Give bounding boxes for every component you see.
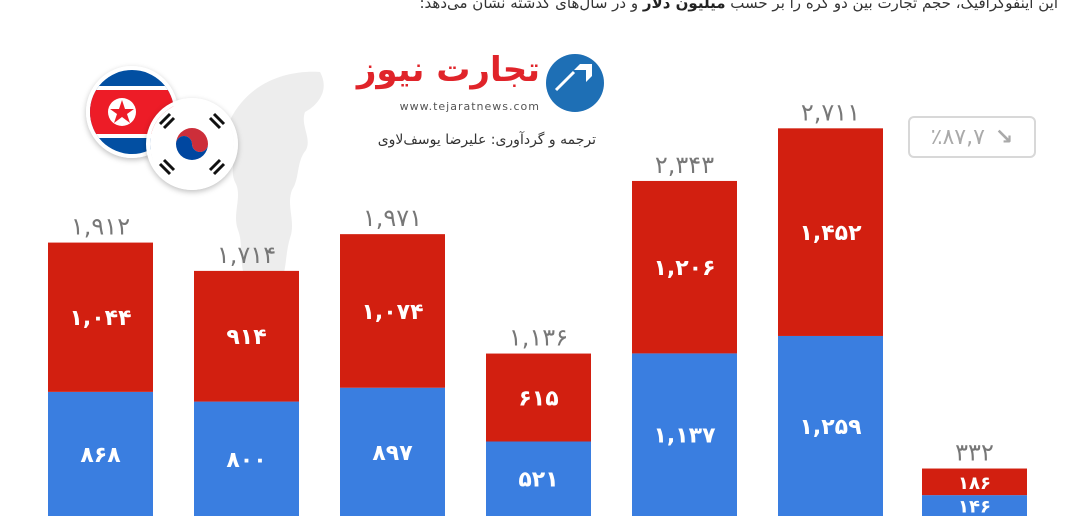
bar-segment-blue-3 — [486, 441, 591, 516]
bar-value-label-red-4: ۱,۲۰۶ — [653, 256, 715, 281]
intro-text: این اینفوگرافیک، حجم تجارت بین دو کره را… — [18, 0, 1058, 12]
bar-total-label-2: ۱,۹۷۱ — [363, 204, 422, 232]
bar-segment-blue-5 — [778, 335, 883, 516]
intro-part2: و در سال‌های گذشته نشان می‌دهد: — [419, 0, 639, 12]
change-badge: ٪۸۷,۷ ↘ — [908, 116, 1036, 158]
bar-value-label-red-6: ۱۸۶ — [958, 473, 991, 494]
bar-segment-red-0 — [48, 242, 153, 392]
korea-map-silhouette — [230, 71, 324, 295]
arrow-down-right-icon: ↘ — [994, 124, 1014, 150]
bar-value-label-blue-3: ۵۲۱ — [518, 468, 558, 493]
bar-value-label-red-5: ۱,۴۵۲ — [799, 221, 862, 246]
bar-value-label-red-3: ۶۱۵ — [518, 387, 558, 412]
bar-value-label-red-1: ۹۱۴ — [226, 325, 266, 350]
south-korea-flag-icon — [146, 98, 238, 190]
bar-value-label-red-0: ۱,۰۴۴ — [69, 306, 131, 331]
bar-value-label-blue-6: ۱۴۶ — [958, 497, 991, 516]
bar-segment-blue-1 — [194, 401, 299, 516]
tejaratnews-logo: تجارت نیوز www.tejaratnews.com ترجمه و گ… — [357, 50, 608, 160]
change-percent: ٪۸۷,۷ — [930, 124, 985, 150]
credit-line: ترجمه و گردآوری: علیرضا یوسف‌لاوی — [377, 132, 596, 148]
bar-total-label-1: ۱,۷۱۴ — [217, 241, 276, 269]
bar-value-label-red-2: ۱,۰۷۴ — [361, 300, 423, 325]
bar-segment-blue-2 — [340, 387, 445, 516]
bar-value-label-blue-5: ۱,۲۵۹ — [799, 415, 861, 440]
bar-value-label-blue-2: ۸۹۷ — [372, 441, 413, 466]
bar-segment-red-1 — [194, 270, 299, 402]
bar-segment-red-5 — [778, 128, 883, 336]
bar-total-label-3: ۱,۱۳۶ — [509, 324, 568, 352]
bar-value-label-blue-0: ۸۶۸ — [80, 443, 121, 468]
bar-value-label-blue-1: ۸۰۰ — [226, 448, 266, 473]
bar-value-label-blue-4: ۱,۱۳۷ — [653, 424, 716, 449]
bar-segment-blue-6 — [922, 495, 1027, 516]
bar-segment-red-3 — [486, 353, 591, 442]
logo-emblem-icon — [546, 54, 604, 112]
intro-bold-unit: میلیون دلار — [642, 0, 726, 12]
bar-total-label-4: ۲,۳۴۳ — [655, 151, 714, 179]
logo-url: www.tejaratnews.com — [399, 100, 540, 113]
bar-segment-red-6 — [922, 468, 1027, 496]
bar-segment-blue-4 — [632, 353, 737, 516]
intro-part1: این اینفوگرافیک، حجم تجارت بین دو کره را… — [730, 0, 1058, 12]
bar-total-label-6: ۳۳۲ — [955, 439, 994, 467]
bars-layer: ۸۶۸ ۱,۰۴۴ ۱,۹۱۲ ۸۰۰ ۹۱۴ ۱,۷۱۴ ۸۹۷ ۱,۰۷۴ ۱,۹۷۱ ۵۲۱… — [48, 98, 1027, 516]
bar-segment-red-4 — [632, 180, 737, 354]
bar-total-label-0: ۱,۹۱۲ — [71, 213, 130, 241]
logo-wordmark: تجارت نیوز — [356, 50, 540, 90]
north-korea-flag-icon — [86, 66, 178, 158]
bar-segment-blue-0 — [48, 391, 153, 516]
bar-segment-red-2 — [340, 234, 445, 388]
bar-total-label-5: ۲,۷۱۱ — [801, 98, 860, 126]
